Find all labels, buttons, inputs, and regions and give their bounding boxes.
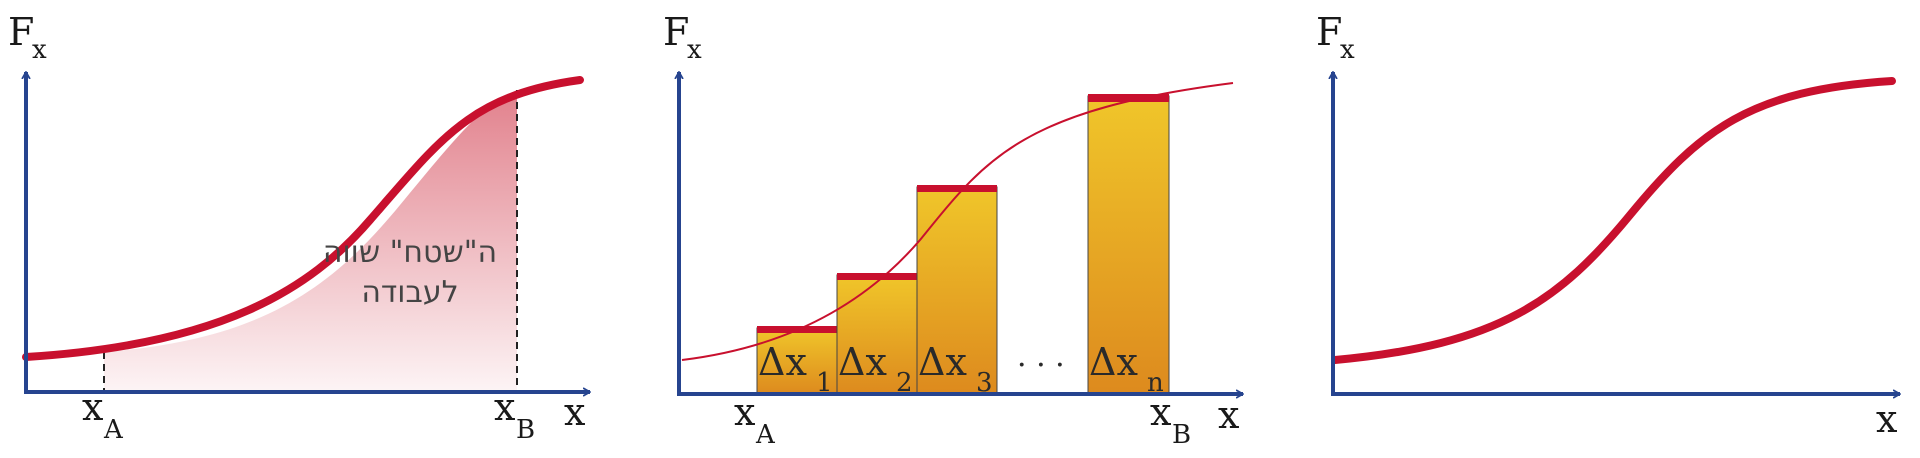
panel-area-under-curve: F x x x A x B ה"שטח" שווה לעבודה — [8, 10, 591, 445]
xb-label-sub: B — [1172, 420, 1191, 450]
xb-label: x — [494, 385, 515, 429]
xa-label-sub: A — [755, 420, 776, 450]
x-axis-label: x — [1218, 393, 1239, 437]
y-axis-label: F — [8, 10, 34, 54]
x-axis-label: x — [1876, 397, 1897, 441]
xa-label: x — [734, 390, 755, 434]
bar-2-label-sub: 2 — [896, 368, 913, 398]
x-axis-label: x — [564, 390, 585, 434]
y-axis-label: F — [663, 10, 689, 54]
y-axis-label-sub: x — [1340, 35, 1355, 65]
ellipsis: · · · — [1017, 348, 1065, 383]
xb-label: x — [1150, 390, 1171, 434]
y-axis-label: F — [1316, 10, 1342, 54]
force-curve — [22, 76, 584, 361]
bar-3-label: Δx — [918, 340, 967, 384]
bar-2-label: Δx — [838, 340, 887, 384]
bar-1-label: Δx — [758, 340, 807, 384]
bar-3-cap — [917, 185, 997, 192]
xa-label-sub: A — [103, 415, 124, 445]
bar-1 — [756, 327, 838, 395]
panel-curve-only: F x x — [1316, 10, 1901, 441]
area-caption-line2: לעבודה — [361, 275, 458, 310]
force-curve-thin — [681, 82, 1234, 361]
y-axis-label-sub: x — [687, 35, 702, 65]
area-caption-line1: ה"שטח" שווה — [323, 235, 497, 270]
force-curve — [1331, 77, 1896, 364]
bar-1-label-sub: 1 — [816, 368, 833, 398]
bar-n-label: Δx — [1089, 340, 1138, 384]
bar-3-label-sub: 3 — [976, 368, 993, 398]
bar-n-cap — [1088, 94, 1169, 102]
bar-n-label-sub: n — [1147, 368, 1164, 398]
panel-riemann-bars: F x x x A x B Δx 1 Δx 2 Δx 3 Δx n · · · — [663, 10, 1244, 450]
y-axis-label-sub: x — [32, 35, 47, 65]
xa-label: x — [82, 385, 103, 429]
xb-label-sub: B — [516, 415, 535, 445]
bar-2-cap — [837, 273, 917, 280]
area-fill — [104, 90, 517, 392]
